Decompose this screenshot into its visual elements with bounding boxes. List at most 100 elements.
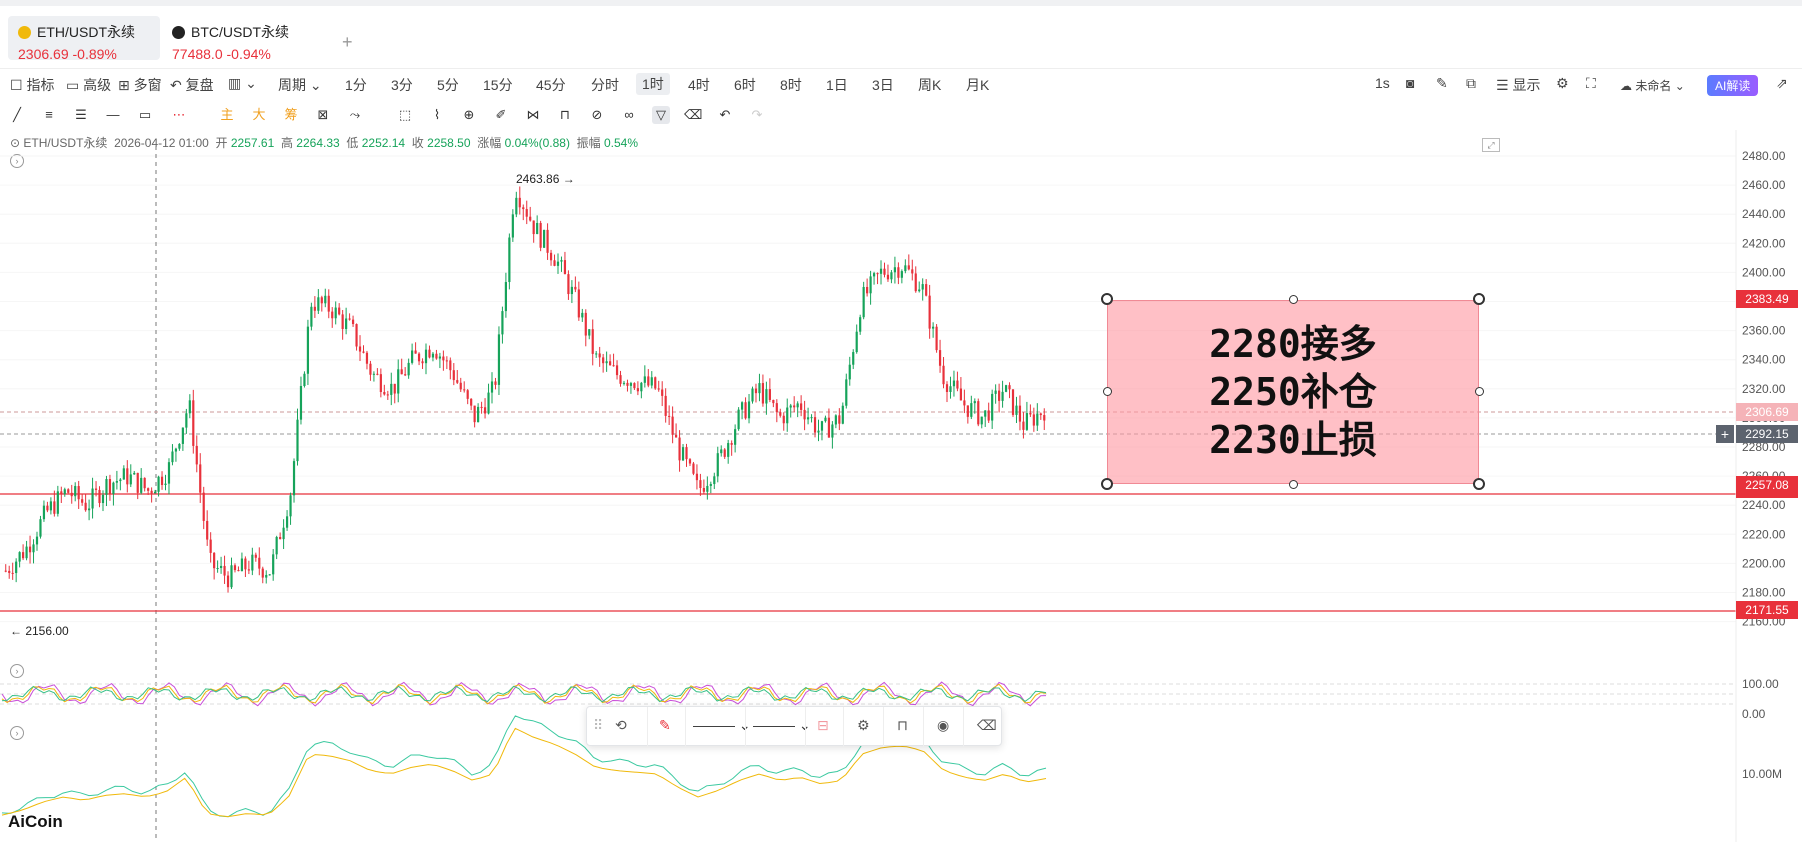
interval-1m[interactable]: 1分 xyxy=(345,77,367,93)
horizontal-lines-icon[interactable]: ≡ xyxy=(45,107,53,122)
candle-body xyxy=(699,480,702,489)
resize-handle[interactable] xyxy=(1101,293,1113,305)
settings-icon[interactable]: ⚙ xyxy=(1556,75,1569,91)
trend-line-icon[interactable]: ╱ xyxy=(13,107,21,122)
big-order-button[interactable]: 大 xyxy=(252,107,266,122)
interval-timeline[interactable]: 分时 xyxy=(591,77,619,93)
resize-handle[interactable] xyxy=(1475,387,1484,396)
settings-icon[interactable]: ⚙ xyxy=(857,717,870,733)
hide-icon[interactable]: ⊘ xyxy=(591,107,603,122)
undo-icon[interactable]: ↶ xyxy=(719,107,731,122)
info-toggle-icon[interactable]: ⊙ xyxy=(10,136,21,150)
interval-month[interactable]: 月K xyxy=(966,77,990,93)
interval-45m[interactable]: 45分 xyxy=(536,77,566,93)
candle-body xyxy=(358,346,362,352)
resize-handle[interactable] xyxy=(1101,478,1113,490)
candle-body xyxy=(348,318,351,320)
line-style-dropdown[interactable]: ——— ⌄ xyxy=(693,717,751,733)
interval-8h[interactable]: 8时 xyxy=(780,77,802,93)
interval-5m[interactable]: 5分 xyxy=(437,77,459,93)
display-button[interactable]: ☰ 显示 xyxy=(1496,77,1541,93)
candle-body xyxy=(313,306,316,311)
resize-handle[interactable] xyxy=(1473,478,1485,490)
filter-icon[interactable]: ▽ xyxy=(652,106,670,124)
candle-body xyxy=(647,376,650,386)
chip-button[interactable]: 筹 xyxy=(284,107,298,122)
interval-4h[interactable]: 4时 xyxy=(688,77,710,93)
indicator-button[interactable]: ☐ 指标 xyxy=(10,77,55,93)
share-icon[interactable]: ⇗ xyxy=(1776,75,1788,91)
interval-3d[interactable]: 3日 xyxy=(872,77,894,93)
dot-line-icon[interactable]: ⋯ xyxy=(172,107,186,122)
candle-body xyxy=(546,229,549,253)
trade-note-rectangle[interactable]: 2280接多 2250补仓 2230止损 xyxy=(1107,300,1479,484)
interval-6h[interactable]: 6时 xyxy=(734,77,756,93)
drag-handle-icon[interactable]: ⠿ xyxy=(593,717,604,733)
advanced-button[interactable]: ▭ 高级 xyxy=(66,77,112,93)
resize-handle[interactable] xyxy=(1473,293,1485,305)
lock-icon[interactable]: ⊓ xyxy=(897,717,908,733)
pen-icon[interactable]: ✎ xyxy=(1436,75,1448,91)
text-icon[interactable]: ⬚ xyxy=(398,107,412,122)
interval-15m[interactable]: 15分 xyxy=(483,77,513,93)
price-axis-label: 2180.00 xyxy=(1742,586,1786,600)
interval-1h[interactable]: 1时 xyxy=(636,73,670,95)
candle-body xyxy=(845,379,848,406)
layout-icon[interactable]: ⧉ xyxy=(1466,75,1476,91)
trash-icon[interactable]: ⌫ xyxy=(684,107,703,122)
candle-body xyxy=(876,273,879,275)
lock-icon[interactable]: ⊓ xyxy=(559,107,571,122)
trash-icon[interactable]: ⌫ xyxy=(977,717,997,733)
replay-button[interactable]: ↶ 复盘 xyxy=(170,77,214,93)
candle-body xyxy=(174,448,178,452)
candle-body xyxy=(925,284,928,296)
pattern-icon[interactable]: ⊠ xyxy=(317,107,329,122)
candle-body xyxy=(431,353,435,358)
template-icon[interactable]: ⟲ xyxy=(615,717,627,733)
hline-icon[interactable]: — xyxy=(106,107,120,122)
resize-handle[interactable] xyxy=(1103,387,1112,396)
expand-icon[interactable]: ⤢ xyxy=(1482,138,1500,152)
multi-window-button[interactable]: ⊞ 多窗 xyxy=(118,77,162,93)
interval-week[interactable]: 周K xyxy=(918,77,942,93)
candle-body xyxy=(299,386,303,420)
fullscreen-icon[interactable]: ⛶ xyxy=(1586,75,1596,91)
link-icon[interactable]: ∞ xyxy=(624,107,634,122)
cloud-save-dropdown[interactable]: ☁ 未命名 ⌄ xyxy=(1620,79,1685,93)
color-pen-icon[interactable]: ✎ xyxy=(659,717,671,733)
add-alert-icon[interactable]: + xyxy=(1716,425,1734,443)
main-force-button[interactable]: 主 xyxy=(220,107,234,122)
collapse-icon[interactable]: › xyxy=(10,664,24,678)
ai-interpret-button[interactable]: AI解读 xyxy=(1707,75,1759,96)
interval-3m[interactable]: 3分 xyxy=(391,77,413,93)
camera-icon[interactable]: ◙ xyxy=(1406,75,1415,91)
chart-type-button[interactable]: ▥ ⌄ xyxy=(228,75,257,91)
indicator-label: 指标 xyxy=(26,77,55,93)
interval-1d[interactable]: 1日 xyxy=(826,77,848,93)
redo-icon[interactable]: ↷ xyxy=(751,107,763,122)
collapse-icon[interactable]: › xyxy=(10,726,24,740)
resize-handle[interactable] xyxy=(1289,480,1298,489)
tab-eth-usdt[interactable]: ETH/USDT永续 2306.69 -0.89% xyxy=(8,16,160,62)
resize-handle[interactable] xyxy=(1289,295,1298,304)
channel-icon[interactable]: ☰ xyxy=(75,107,87,122)
zoom-icon[interactable]: ⊕ xyxy=(463,107,475,122)
candle-body xyxy=(449,360,452,371)
ruler-icon[interactable]: ⌇ xyxy=(433,107,441,122)
seconds-toggle[interactable]: 1s xyxy=(1375,75,1390,91)
magnet-icon[interactable]: ⋈ xyxy=(526,107,540,122)
rectangle-icon[interactable]: ▭ xyxy=(138,107,152,122)
candle-body xyxy=(341,314,344,330)
brush-icon[interactable]: ✐ xyxy=(495,107,507,122)
candle-body xyxy=(94,488,98,490)
fill-icon[interactable]: ⊟ xyxy=(817,717,829,733)
line-width-dropdown[interactable]: ——— ⌄ xyxy=(753,717,811,733)
measure-icon[interactable]: ⤳ xyxy=(349,107,361,122)
add-tab-button[interactable]: + xyxy=(342,32,353,52)
tab-btc-usdt[interactable]: BTC/USDT永续 77488.0 -0.94% xyxy=(162,16,332,62)
collapse-icon[interactable]: › xyxy=(10,154,24,168)
eye-icon[interactable]: ◉ xyxy=(937,717,950,733)
period-dropdown[interactable]: 周期 ⌄ xyxy=(278,77,322,93)
candle-body xyxy=(921,284,924,290)
